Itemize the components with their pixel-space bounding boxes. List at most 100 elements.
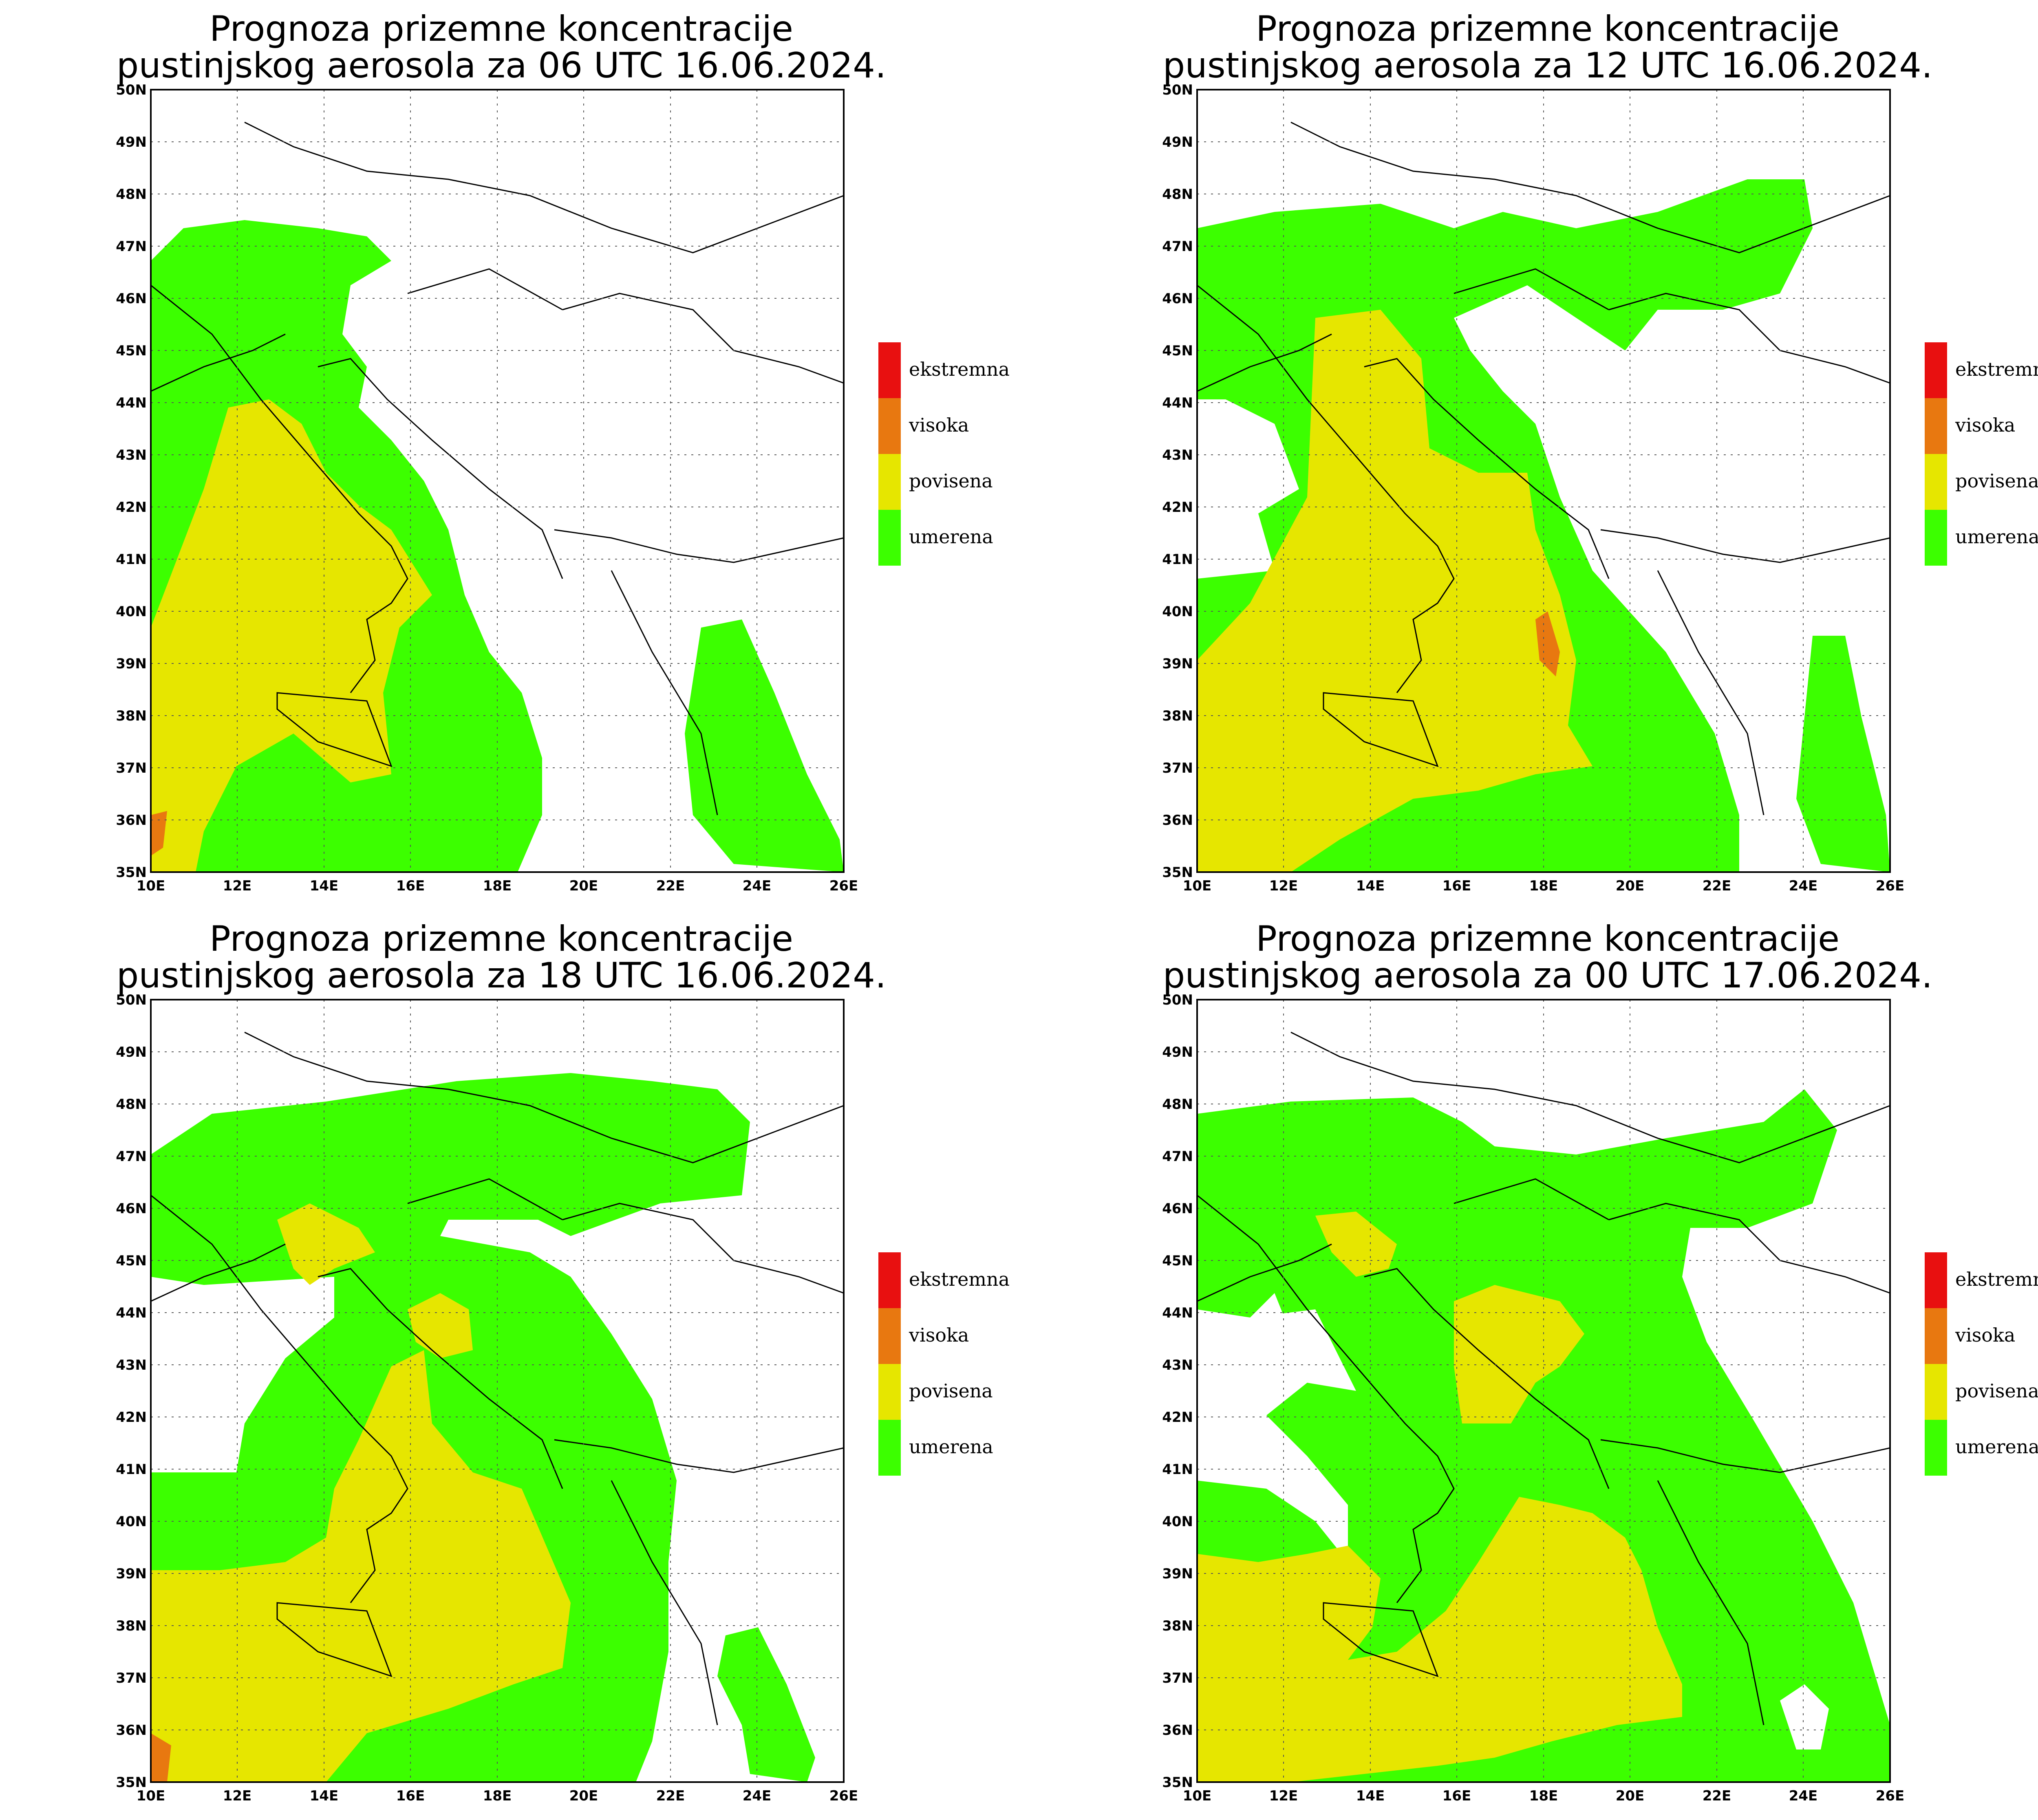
coastlines-borders [150, 121, 844, 815]
map-frame [1196, 89, 1891, 873]
lon-label: 16E [396, 878, 425, 894]
lon-label: 10E [137, 878, 165, 894]
dust-povisena-area [1197, 310, 1592, 872]
map-area [1196, 999, 1891, 1783]
map-panel-12utc: Prognoza prizemne koncentracije pustinjs… [1046, 0, 2038, 910]
lat-label: 35N [1162, 864, 1193, 881]
lat-label: 39N [116, 1566, 147, 1582]
lon-label: 16E [1442, 1788, 1471, 1804]
panel-title-line1: Prognoza prizemne koncentracije [1256, 9, 1839, 49]
lat-label: 46N [116, 1201, 147, 1217]
legend-label: visoka [1955, 414, 2015, 436]
lon-label: 24E [1789, 1788, 1818, 1804]
dust-povisena-area [1197, 1497, 1682, 1782]
lon-label: 18E [483, 1788, 512, 1804]
lat-label: 45N [116, 1253, 147, 1269]
lon-label: 24E [743, 878, 772, 894]
panel-title-line2: pustinjskog aerosola za 00 UTC 17.06.202… [1163, 955, 1933, 996]
latitude-labels: 50N 49N 48N 47N 46N 45N 44N 43N 42N 41N … [1162, 992, 1193, 1791]
graticule [1197, 90, 1890, 872]
lat-label: 37N [116, 1670, 147, 1686]
clear-area-aegean [1780, 1684, 1829, 1749]
legend-swatch-povisena [1925, 454, 1947, 510]
lon-label: 14E [1356, 1788, 1385, 1804]
lat-label: 42N [116, 499, 147, 516]
legend-label: povisena [1955, 1380, 2038, 1402]
lat-label: 44N [1162, 1305, 1193, 1321]
lon-label: 22E [656, 1788, 685, 1804]
map-svg: Prognoza prizemne koncentracije pustinjs… [1162, 9, 2038, 894]
lon-label: 10E [1183, 878, 1212, 894]
lon-label: 18E [1529, 1788, 1558, 1804]
lon-label: 26E [829, 878, 858, 894]
lon-label: 14E [1356, 878, 1385, 894]
lat-label: 37N [1162, 1670, 1193, 1686]
legend-label: umerena [1955, 1436, 2038, 1458]
lat-label: 49N [1162, 134, 1193, 150]
lon-label: 26E [829, 1788, 858, 1804]
lon-label: 20E [1616, 878, 1645, 894]
legend-swatch-ekstremna [878, 1252, 901, 1308]
lon-label: 24E [743, 1788, 772, 1804]
lon-label: 12E [1269, 1788, 1298, 1804]
panel-title-line2: pustinjskog aerosola za 12 UTC 16.06.202… [1163, 45, 1933, 86]
lat-label: 49N [1162, 1044, 1193, 1060]
legend-label: umerena [909, 1436, 993, 1458]
lon-label: 16E [1442, 878, 1471, 894]
lat-label: 39N [1162, 1566, 1193, 1582]
dust-umerena-greece [685, 619, 844, 872]
latitude-labels: 50N 49N 48N 47N 46N 45N 44N 43N 42N 41N … [116, 992, 147, 1791]
coastlines-borders [1197, 1031, 1890, 1725]
legend: ekstremna visoka povisena umerena [878, 342, 1010, 566]
lat-label: 35N [1162, 1774, 1193, 1791]
dust-povisena-adriatic [1454, 1285, 1584, 1423]
legend-label: povisena [1955, 470, 2038, 492]
lon-label: 16E [396, 1788, 425, 1804]
legend-label: umerena [909, 526, 993, 548]
lat-label: 47N [1162, 1148, 1193, 1165]
lat-label: 36N [1162, 812, 1193, 828]
map-frame [1196, 999, 1891, 1783]
lon-label: 24E [1789, 878, 1818, 894]
legend-swatch-ekstremna [1925, 342, 1947, 398]
lat-label: 40N [116, 604, 147, 620]
lat-label: 47N [116, 238, 147, 255]
panel-title-line1: Prognoza prizemne koncentracije [210, 919, 793, 959]
legend-swatch-ekstremna [1925, 1252, 1947, 1308]
latitude-labels: 50N 49N 48N 47N 46N 45N 44N 43N 42N 41N … [1162, 82, 1193, 881]
lat-label: 38N [116, 1618, 147, 1634]
legend-swatch-umerena [1925, 510, 1947, 566]
lat-label: 41N [116, 1461, 147, 1478]
legend-swatch-visoka [878, 1308, 901, 1364]
dust-visoka-area [151, 811, 167, 856]
lon-label: 12E [223, 878, 252, 894]
lat-label: 45N [1162, 343, 1193, 359]
legend-swatch-visoka [1925, 398, 1947, 454]
lat-label: 35N [116, 1774, 147, 1791]
lat-label: 45N [1162, 1253, 1193, 1269]
panel-title-line1: Prognoza prizemne koncentracije [1256, 919, 1839, 959]
dust-umerena-greece [717, 1627, 815, 1782]
map-area [150, 89, 845, 873]
lat-label: 49N [116, 1044, 147, 1060]
lat-label: 41N [1162, 1461, 1193, 1478]
legend: ekstremna visoka povisena umerena [1925, 342, 2038, 566]
legend-swatch-povisena [878, 1364, 901, 1420]
legend-swatch-umerena [878, 510, 901, 566]
lat-label: 49N [116, 134, 147, 150]
lat-label: 43N [116, 447, 147, 463]
lat-label: 46N [116, 291, 147, 307]
legend-label: ekstremna [1955, 1268, 2038, 1290]
lat-label: 35N [116, 864, 147, 881]
lat-label: 44N [116, 1305, 147, 1321]
legend-label: povisena [909, 470, 993, 492]
legend-swatch-povisena [878, 454, 901, 510]
lon-label: 20E [569, 1788, 598, 1804]
dust-povisena-north [277, 1203, 375, 1285]
lat-label: 48N [1162, 1096, 1193, 1113]
map-frame [150, 89, 845, 873]
lon-label: 18E [1529, 878, 1558, 894]
legend-label: visoka [1955, 1324, 2015, 1346]
lon-label: 18E [483, 878, 512, 894]
lat-label: 43N [1162, 447, 1193, 463]
